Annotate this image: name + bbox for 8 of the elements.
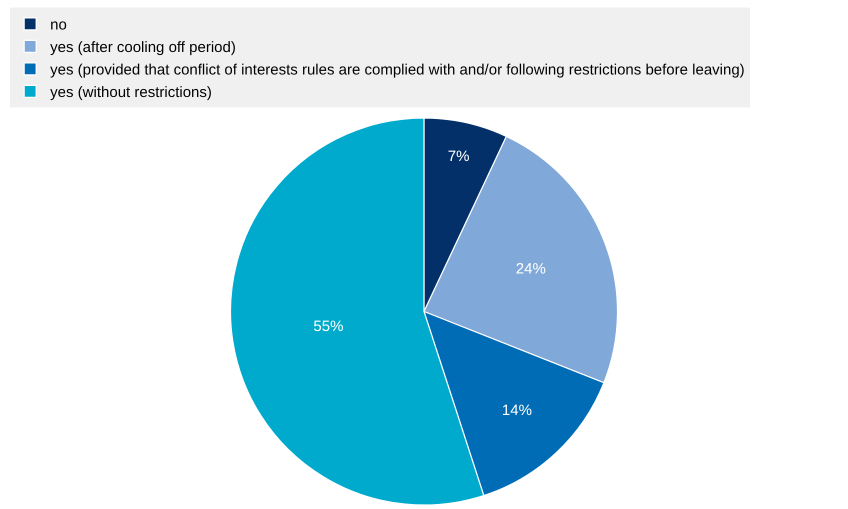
data-label: 24% <box>516 260 546 278</box>
legend-label: yes (without restrictions) <box>50 84 212 102</box>
legend-label: no <box>50 16 67 34</box>
legend-label: yes (provided that conflict of interests rules are complied with and/or following restrictions before leaving) <box>50 62 745 79</box>
data-label: 55% <box>313 318 344 336</box>
data-label: 7% <box>448 148 470 165</box>
legend-label: yes (after cooling off period) <box>50 39 236 56</box>
data-label: 14% <box>502 402 532 419</box>
